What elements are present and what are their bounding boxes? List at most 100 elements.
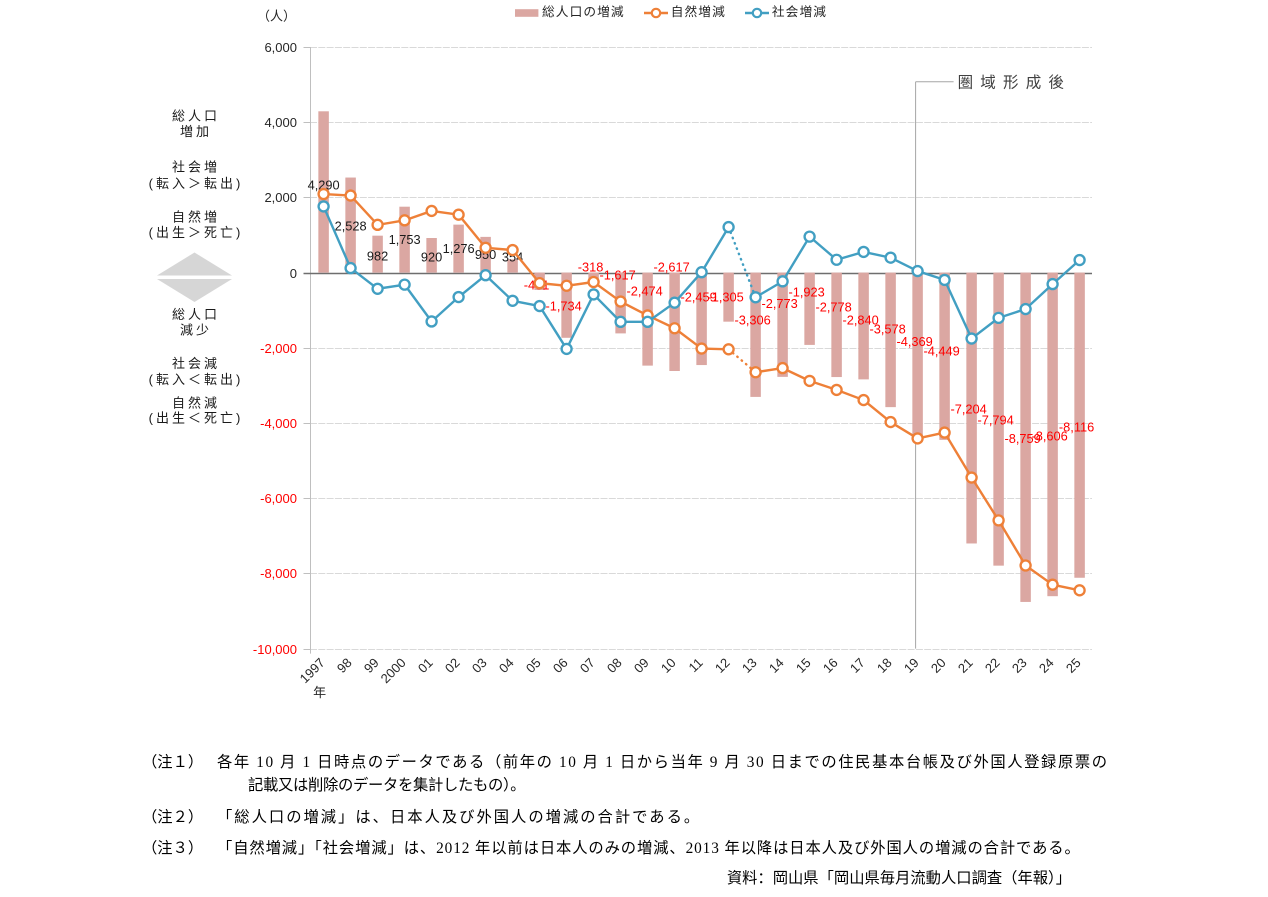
x-tick-label-20: 20 [928, 655, 949, 676]
bar-03 [480, 236, 491, 273]
x-tick-label-21: 21 [955, 655, 976, 676]
bar-13 [750, 272, 761, 397]
social-marker-06 [560, 342, 573, 356]
bar-label-1997: 4,290 [308, 177, 340, 192]
legend-label-natural: 自然増減 [670, 5, 726, 19]
natural-marker-11 [695, 342, 708, 355]
natural-marker-17 [857, 393, 870, 407]
social-marker-11 [695, 266, 708, 279]
social-marker-19 [911, 264, 924, 278]
bar-24 [1047, 272, 1058, 597]
natural-marker-23 [1019, 559, 1032, 572]
bar-label-21: -7,204 [950, 402, 986, 417]
social-marker-12 [722, 220, 735, 234]
x-tick-label-02: 02 [442, 655, 463, 676]
line-circle-swatch-icon [744, 7, 769, 18]
social-marker-03 [479, 269, 492, 282]
bar-label-04: 354 [502, 249, 523, 264]
social-marker-15 [803, 230, 816, 243]
note-1-label: （注１） [142, 753, 204, 771]
y-tick-label-0: 0 [290, 266, 297, 281]
natural-marker-24 [1046, 578, 1059, 591]
note-3-line-1: 「自然増減」「社会増減」は、2012 年以前は日本人のみの増減、2013 年以降… [217, 839, 1081, 857]
bar-label-24: -8,606 [1031, 428, 1067, 443]
x-tick-label-99: 99 [361, 655, 382, 676]
social-marker-25 [1073, 253, 1086, 267]
down-arrow-icon [157, 279, 232, 302]
natural-marker-22 [992, 514, 1005, 527]
x-tick-label-2000: 2000 [378, 655, 409, 686]
left-caption-2-line-0: 自然増 [172, 210, 220, 225]
x-axis-year-suffix: 年 [313, 685, 326, 700]
x-tick-label-18: 18 [874, 655, 895, 676]
bar-22 [993, 272, 1004, 566]
social-line-solid-1 [322, 205, 730, 351]
bar-25 [1074, 272, 1085, 578]
y-tick-label-4000: 4,000 [264, 115, 297, 130]
y-tick-label--10000: -10,000 [253, 642, 297, 657]
left-caption-4-line-1: (転入＜転出) [149, 372, 244, 387]
x-tick-label-98: 98 [334, 655, 355, 676]
social-marker-98 [344, 261, 357, 275]
x-tick-label-24: 24 [1036, 655, 1057, 676]
social-marker-02 [452, 290, 465, 304]
social-marker-01 [425, 315, 438, 328]
bar-label-98: 2,528 [335, 219, 367, 234]
social-marker-05 [533, 299, 546, 313]
bar-label-23: -8,759 [1004, 431, 1040, 446]
bar-label-2000: 1,753 [389, 232, 421, 247]
left-caption-4-line-0: 社会減 [172, 356, 220, 371]
x-tick-label-08: 08 [604, 655, 625, 676]
bar-swatch [515, 8, 539, 17]
social-marker-13 [749, 291, 762, 304]
bar-label-02: 1,276 [443, 241, 475, 256]
bar-label-09: -2,474 [626, 284, 662, 299]
natural-marker-25 [1073, 584, 1086, 597]
social-marker-16 [830, 253, 843, 266]
social-marker-07 [587, 288, 600, 301]
line-circle-swatch-icon [643, 7, 668, 18]
x-tick-label-09: 09 [631, 655, 652, 676]
social-marker-09 [641, 315, 654, 329]
annotation-label: 圏域形成後 [958, 73, 1072, 91]
y-tick-label--4000: -4,000 [260, 416, 297, 431]
marker-swatch [650, 7, 662, 18]
natural-marker-18 [884, 415, 897, 429]
bar-06 [561, 272, 572, 338]
social-marker-14 [776, 275, 789, 288]
social-marker-17 [857, 245, 870, 259]
legend-item-social: 社会増減 [744, 3, 827, 22]
bar-98 [345, 177, 356, 273]
social-marker-10 [668, 296, 681, 309]
x-tick-label-01: 01 [415, 655, 436, 676]
bar-18 [885, 272, 896, 408]
natural-marker-05 [533, 276, 546, 290]
bar-19 [912, 272, 923, 437]
natural-marker-13 [749, 366, 762, 379]
left-caption-3-line-0: 総人口 [172, 307, 220, 322]
natural-marker-1997 [317, 187, 330, 201]
bar-16 [831, 272, 842, 378]
natural-marker-01 [425, 204, 438, 218]
bar-99 [372, 235, 383, 273]
x-tick-label-07: 07 [577, 655, 598, 676]
y-axis-unit-label: （人） [257, 9, 296, 24]
note-3-label: （注３） [142, 839, 204, 857]
natural-marker-98 [344, 189, 357, 202]
bar-20 [939, 272, 950, 440]
bar-11 [696, 272, 707, 366]
natural-marker-10 [668, 322, 681, 335]
bar-label-22: -7,794 [977, 413, 1013, 428]
bar-04 [507, 259, 518, 273]
x-tick-label-25: 25 [1063, 655, 1084, 676]
social-line-dotted [727, 225, 757, 299]
left-caption-5-line-0: 自然減 [172, 396, 220, 411]
social-marker-18 [884, 251, 897, 264]
marker-swatch [751, 7, 763, 18]
x-tick-label-10: 10 [658, 655, 679, 676]
bar-label-99: 982 [367, 249, 388, 264]
bar-label-25: -8,116 [1059, 420, 1094, 435]
x-tick-label-16: 16 [820, 655, 841, 676]
bar-01 [426, 238, 437, 273]
social-marker-99 [371, 282, 384, 295]
